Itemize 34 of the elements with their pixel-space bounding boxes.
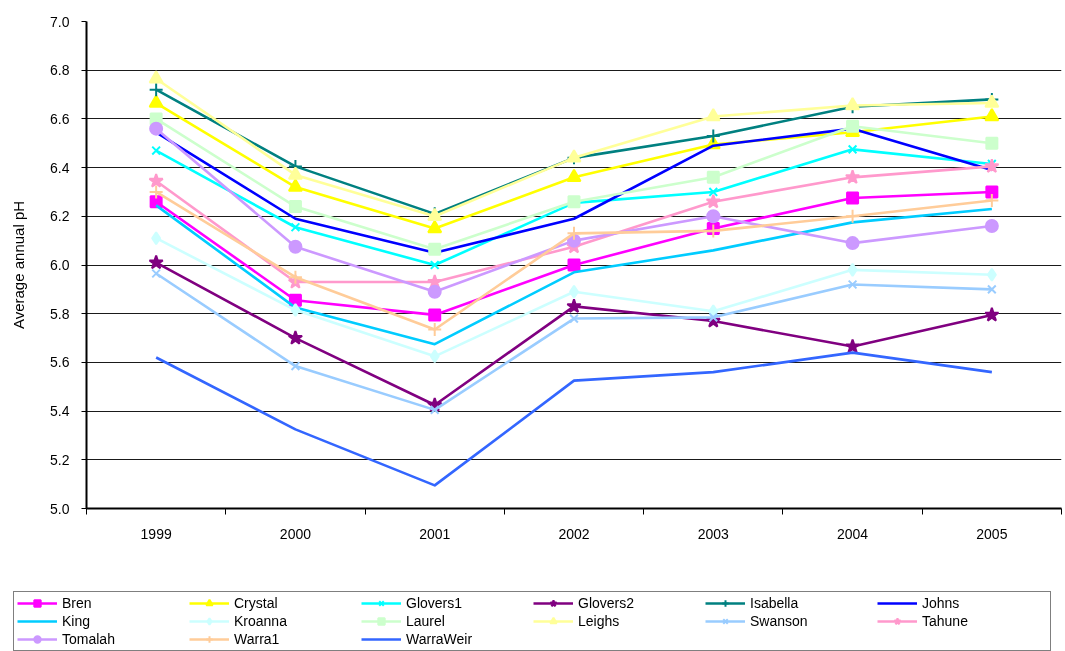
- legend-label: King: [62, 613, 92, 629]
- legend-label: Bren: [62, 595, 93, 611]
- legend-label: Johns: [922, 595, 961, 611]
- legend-label: Laurel: [406, 613, 446, 629]
- legend-label: Isabella: [750, 595, 800, 611]
- x-tick-label: 2000: [279, 525, 312, 542]
- legend-label: Tomalah: [62, 631, 116, 647]
- legend-label: Warra1: [234, 631, 281, 647]
- legend-label: Glovers2: [578, 595, 636, 611]
- legend-label: Glovers1: [406, 595, 464, 611]
- x-tick-label: 2002: [558, 525, 590, 542]
- legend-label: Tahune: [922, 613, 969, 629]
- y-tick-label: 5.0: [50, 500, 70, 517]
- legend-label: WarraWeir: [406, 631, 474, 647]
- y-tick-label: 5.4: [50, 403, 70, 420]
- y-tick-label: 7.0: [50, 13, 70, 30]
- y-tick-label: 5.6: [50, 354, 70, 371]
- y-tick-label: 6.0: [50, 257, 70, 273]
- y-tick-label: 6.8: [50, 62, 70, 79]
- legend-label: Leighs: [578, 613, 621, 629]
- x-tick-label: 2004: [837, 525, 869, 542]
- legend-label: Kroanna: [234, 613, 288, 629]
- x-tick-label: 2003: [697, 525, 730, 542]
- legend-label: Swanson: [750, 613, 809, 629]
- y-tick-label: 6.4: [50, 159, 70, 176]
- legend-label: Crystal: [234, 595, 279, 611]
- x-tick-label: 1999: [140, 525, 172, 542]
- x-tick-label: 2001: [419, 525, 451, 542]
- y-tick-label: 5.8: [50, 305, 70, 322]
- y-tick-label: 6.2: [50, 208, 70, 225]
- y-axis-title: Average annual pH: [10, 200, 28, 330]
- y-tick-label: 5.2: [50, 451, 70, 468]
- y-tick-label: 6.6: [50, 110, 70, 127]
- x-tick-label: 2005: [976, 525, 1008, 542]
